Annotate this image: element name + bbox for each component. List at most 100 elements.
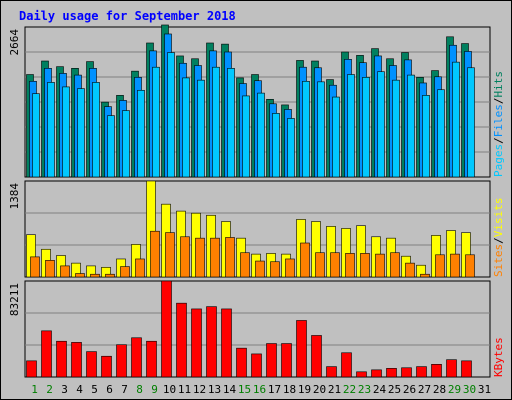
legend-separator: / [492, 137, 505, 144]
bar-kbytes-day-29 [446, 359, 457, 378]
x-tick-day-1: 1 [31, 383, 38, 396]
x-tick-day-5: 5 [91, 383, 98, 396]
bar-sites-day-12 [195, 237, 205, 278]
x-tick-day-29: 29 [448, 383, 461, 396]
x-tick-day-25: 25 [388, 383, 401, 396]
bar-sites-day-3 [60, 265, 70, 278]
bar-pages-day-3 [62, 86, 70, 178]
bar-kbytes-day-14 [221, 308, 232, 378]
legend-files: Files [492, 104, 505, 137]
bar-sites-day-7 [120, 266, 130, 278]
bar-sites-day-27 [420, 273, 430, 278]
x-tick-day-26: 26 [403, 383, 416, 396]
bar-pages-day-21 [332, 96, 340, 178]
x-tick-day-19: 19 [298, 383, 311, 396]
bar-sites-day-10 [165, 232, 175, 278]
bar-sites-day-2 [45, 260, 55, 278]
x-tick-day-8: 8 [136, 383, 143, 396]
panel-visits: 1384 Sites/Visits [8, 180, 505, 278]
bar-pages-day-29 [452, 61, 460, 178]
bar-sites-day-1 [30, 256, 40, 278]
bar-pages-day-27 [422, 95, 430, 178]
panel-legend: KBytes [492, 337, 505, 377]
x-tick-day-15: 15 [238, 383, 251, 396]
x-axis-ticks: 1 2 3 4 5 6 7 8 9 10 11 12 13 14 15 16 17 18 19 20 21 22 23 24 2… [31, 383, 491, 396]
legend-separator: / [492, 237, 505, 244]
bar-sites-day-6 [105, 273, 115, 278]
bar-kbytes-day-7 [116, 344, 127, 378]
bar-sites-day-28 [435, 254, 445, 278]
bar-kbytes-day-28 [431, 364, 442, 378]
bar-sites-day-18 [285, 258, 295, 278]
x-tick-day-11: 11 [178, 383, 191, 396]
x-tick-day-7: 7 [121, 383, 128, 396]
y-max-label: 83211 [8, 283, 21, 316]
x-tick-day-3: 3 [61, 383, 68, 396]
legend-hits: Hits [492, 71, 505, 98]
bar-pages-day-17 [272, 113, 280, 178]
x-tick-day-13: 13 [208, 383, 221, 396]
bar-kbytes-day-16 [251, 353, 262, 378]
bar-kbytes-day-26 [401, 367, 412, 378]
x-tick-day-24: 24 [373, 383, 387, 396]
bar-sites-day-13 [210, 237, 220, 278]
legend-separator: / [492, 98, 505, 105]
y-max-label: 1384 [8, 183, 21, 210]
bar-pages-day-15 [242, 95, 250, 178]
bar-kbytes-day-25 [386, 368, 397, 378]
bar-kbytes-day-13 [206, 306, 217, 378]
bar-pages-day-2 [47, 82, 55, 178]
bar-kbytes-day-2 [41, 330, 52, 378]
bar-sites-day-23 [360, 253, 370, 278]
x-tick-day-22: 22 [343, 383, 356, 396]
bar-kbytes-day-23 [356, 371, 367, 378]
bar-kbytes-day-5 [86, 351, 97, 378]
bar-sites-day-30 [465, 254, 475, 278]
x-tick-day-14: 14 [223, 383, 237, 396]
legend-pages: Pages [492, 144, 505, 177]
bar-sites-day-26 [405, 262, 415, 278]
bar-sites-day-29 [450, 253, 460, 278]
x-tick-day-20: 20 [313, 383, 326, 396]
x-tick-day-27: 27 [418, 383, 431, 396]
x-tick-day-9: 9 [151, 383, 158, 396]
bar-sites-day-4 [75, 273, 85, 278]
x-tick-day-30: 30 [463, 383, 476, 396]
bar-sites-day-25 [390, 252, 400, 278]
bar-kbytes-day-9 [146, 340, 157, 378]
bar-sites-day-16 [255, 260, 265, 278]
x-tick-day-28: 28 [433, 383, 446, 396]
bar-pages-day-14 [227, 68, 235, 178]
bar-kbytes-day-30 [461, 360, 472, 378]
x-tick-day-12: 12 [193, 383, 206, 396]
bar-pages-day-5 [92, 82, 100, 178]
bar-kbytes-day-4 [71, 342, 82, 378]
x-tick-day-31: 31 [478, 383, 491, 396]
bar-sites-day-9 [150, 230, 160, 278]
bar-kbytes-day-19 [296, 320, 307, 378]
x-tick-day-16: 16 [253, 383, 266, 396]
bar-sites-day-11 [180, 236, 190, 278]
bar-pages-day-6 [107, 115, 115, 178]
legend-sites: Sites [492, 244, 505, 277]
bar-pages-day-1 [32, 93, 40, 178]
bar-kbytes-day-1 [26, 360, 37, 378]
bar-sites-day-14 [225, 237, 235, 278]
x-tick-day-18: 18 [283, 383, 296, 396]
bar-kbytes-day-15 [236, 347, 247, 378]
bar-pages-day-16 [257, 92, 265, 178]
bar-kbytes-day-22 [341, 352, 352, 378]
bar-kbytes-day-17 [266, 343, 277, 378]
bar-pages-day-25 [392, 79, 400, 178]
x-tick-day-6: 6 [106, 383, 113, 396]
bar-sites-day-21 [330, 252, 340, 278]
y-max-label: 2664 [8, 29, 21, 56]
panel-legend: Pages/Files/Hits [492, 71, 505, 177]
x-tick-day-17: 17 [268, 383, 281, 396]
x-tick-day-21: 21 [328, 383, 341, 396]
x-tick-day-10: 10 [163, 383, 176, 396]
bar-pages-day-7 [122, 110, 130, 178]
bar-kbytes-day-6 [101, 355, 112, 378]
bar-kbytes-day-12 [191, 308, 202, 378]
chart-panels: 2664Pages/Files/Hits1384Sites/Visits8321… [8, 24, 505, 378]
